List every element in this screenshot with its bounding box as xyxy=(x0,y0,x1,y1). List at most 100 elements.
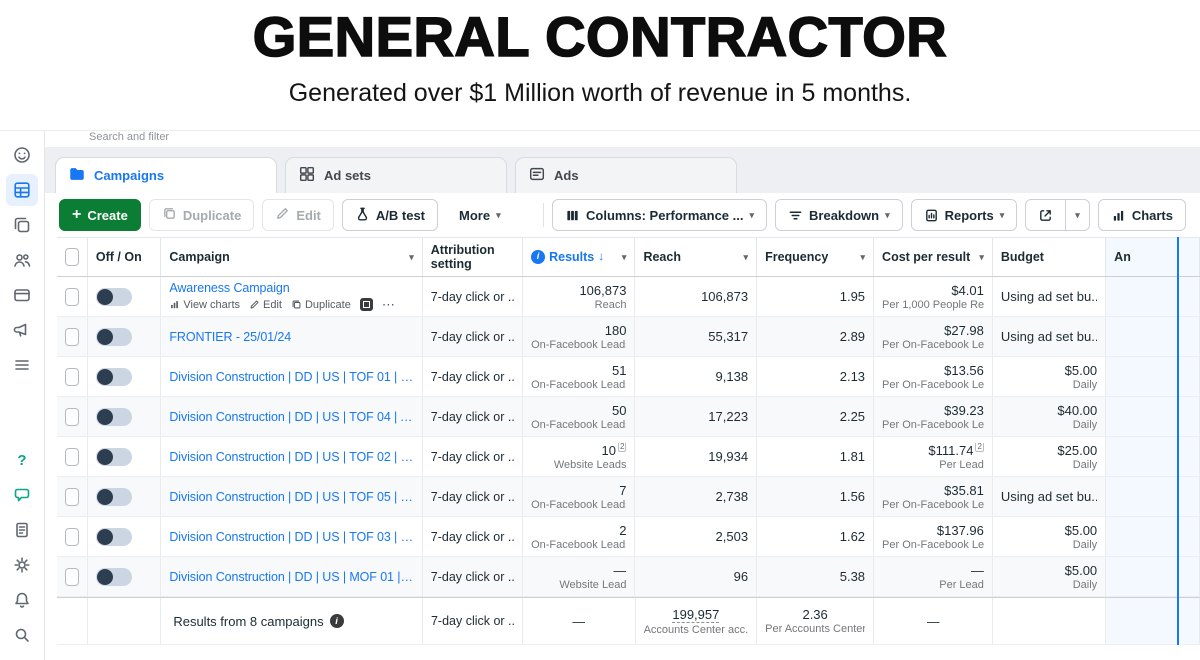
column-resize-indicator[interactable] xyxy=(1177,237,1179,645)
header-cost-per-result[interactable]: Cost per result ▾ xyxy=(874,238,993,276)
chevron-down-icon[interactable]: ▾ xyxy=(860,251,866,262)
attribution-cell: 7-day click or ... xyxy=(423,317,524,356)
table-row[interactable]: Awareness Campaign View charts Edit Dupl… xyxy=(57,277,1200,317)
search-icon[interactable] xyxy=(6,619,38,651)
header-attribution[interactable]: Attribution setting xyxy=(423,238,524,276)
ab-test-button[interactable]: A/B test xyxy=(341,199,439,231)
campaign-link[interactable]: Division Construction | DD | US | TOF 05… xyxy=(169,489,414,504)
budget-cell: Using ad set bu... xyxy=(993,277,1107,316)
results-note: 2 xyxy=(618,442,627,453)
results-cell: 2 On-Facebook Leads xyxy=(523,517,636,556)
chevron-down-icon: ▾ xyxy=(1075,209,1080,220)
audiences-icon[interactable] xyxy=(6,244,38,276)
table-row[interactable]: Division Construction | DD | US | MOF 01… xyxy=(57,557,1200,597)
charts-button[interactable]: Charts xyxy=(1097,199,1186,231)
breakdown-button[interactable]: Breakdown ▾ xyxy=(775,199,903,231)
chevron-down-icon[interactable]: ▾ xyxy=(621,251,627,262)
tab-ads[interactable]: Ads xyxy=(515,157,737,193)
campaign-cell: Division Construction | DD | US | TOF 03… xyxy=(161,517,423,556)
campaign-link[interactable]: FRONTIER - 25/01/24 xyxy=(169,329,292,344)
edit-action[interactable]: Edit xyxy=(249,299,282,311)
header-toggle[interactable]: Off / On xyxy=(88,238,162,276)
billing-icon[interactable] xyxy=(6,279,38,311)
export-button[interactable] xyxy=(1025,199,1067,231)
row-checkbox[interactable] xyxy=(65,327,79,346)
promote-megaphone-icon[interactable] xyxy=(6,314,38,346)
frequency-cell: 2.25 xyxy=(757,397,875,436)
header-campaign[interactable]: Campaign ▾ xyxy=(161,238,423,276)
campaigns-nav-icon[interactable] xyxy=(6,174,38,206)
table-row[interactable]: Division Construction | DD | US | TOF 05… xyxy=(57,477,1200,517)
row-checkbox[interactable] xyxy=(65,447,79,466)
campaign-toggle[interactable] xyxy=(95,527,132,546)
results-cell: 51 On-Facebook Leads xyxy=(523,357,636,396)
more-options-icon[interactable]: ⋯ xyxy=(381,296,396,312)
row-checkbox[interactable] xyxy=(65,367,79,386)
campaign-link[interactable]: Division Construction | DD | US | TOF 02… xyxy=(169,449,414,464)
table-row[interactable]: Division Construction | DD | US | TOF 04… xyxy=(57,397,1200,437)
sort-descending-icon[interactable]: ↓ xyxy=(598,249,605,264)
row-checkbox[interactable] xyxy=(65,487,79,506)
pages-icon[interactable] xyxy=(6,209,38,241)
more-button[interactable]: More ▾ xyxy=(446,199,514,231)
pin-board-icon[interactable] xyxy=(359,298,373,311)
campaign-toggle[interactable] xyxy=(95,487,132,506)
tab-campaigns[interactable]: Campaigns xyxy=(55,157,277,193)
help-icon[interactable]: ? xyxy=(17,451,27,469)
header-results[interactable]: i Results ↓ ▾ xyxy=(523,238,636,276)
row-toggle-cell xyxy=(88,517,162,556)
view-charts-action[interactable]: View charts xyxy=(169,299,240,311)
campaigns-folder-icon xyxy=(68,165,86,186)
header-frequency[interactable]: Frequency ▾ xyxy=(757,238,875,276)
campaign-cell: Division Construction | DD | US | MOF 01… xyxy=(161,557,423,596)
edit-button[interactable]: Edit xyxy=(262,199,334,231)
row-checkbox[interactable] xyxy=(65,567,79,586)
table-row[interactable]: Division Construction | DD | US | TOF 02… xyxy=(57,437,1200,477)
campaign-link[interactable]: Division Construction | DD | US | MOF 01… xyxy=(169,569,414,584)
campaign-link[interactable]: Division Construction | DD | US | TOF 03… xyxy=(169,529,414,544)
chevron-down-icon[interactable]: ▾ xyxy=(979,251,984,262)
results-cell: 50 On-Facebook Leads xyxy=(523,397,636,436)
export-dropdown-button[interactable]: ▾ xyxy=(1065,199,1090,231)
campaign-toggle[interactable] xyxy=(95,567,132,586)
reports-button[interactable]: Reports ▾ xyxy=(910,199,1018,231)
campaign-link[interactable]: Awareness Campaign xyxy=(169,280,290,295)
notes-icon[interactable] xyxy=(6,514,38,546)
row-checkbox[interactable] xyxy=(65,527,79,546)
support-chat-icon[interactable] xyxy=(6,479,38,511)
campaign-link[interactable]: Division Construction | DD | US | TOF 01… xyxy=(169,369,414,384)
table-row[interactable]: Division Construction | DD | US | TOF 03… xyxy=(57,517,1200,557)
duplicate-button[interactable]: Duplicate xyxy=(148,199,255,231)
campaign-toggle[interactable] xyxy=(95,287,132,306)
campaign-link[interactable]: Division Construction | DD | US | TOF 04… xyxy=(169,409,414,424)
header-amount[interactable]: An xyxy=(1106,238,1200,276)
menu-icon[interactable] xyxy=(6,349,38,381)
info-icon[interactable]: i xyxy=(531,250,546,264)
chevron-down-icon[interactable]: ▾ xyxy=(409,251,414,262)
header-budget[interactable]: Budget xyxy=(993,238,1107,276)
tab-adsets[interactable]: Ad sets xyxy=(285,157,507,193)
duplicate-action[interactable]: Duplicate xyxy=(291,299,351,311)
campaign-toggle[interactable] xyxy=(95,447,132,466)
header-reach[interactable]: Reach ▾ xyxy=(635,238,758,276)
row-check-cell xyxy=(57,517,88,556)
row-checkbox[interactable] xyxy=(65,287,79,306)
tab-ads-label: Ads xyxy=(554,168,579,183)
notifications-bell-icon[interactable] xyxy=(6,584,38,616)
search-and-filter-input[interactable]: Search and filter xyxy=(89,131,170,143)
chevron-down-icon[interactable]: ▾ xyxy=(743,251,749,262)
campaign-toggle[interactable] xyxy=(95,367,132,386)
row-checkbox[interactable] xyxy=(65,407,79,426)
campaign-toggle[interactable] xyxy=(95,407,132,426)
hero-banner: GENERAL CONTRACTOR Generated over $1 Mil… xyxy=(0,0,1200,130)
settings-gear-icon[interactable] xyxy=(6,549,38,581)
select-all-checkbox[interactable] xyxy=(65,248,79,266)
table-row[interactable]: Division Construction | DD | US | TOF 01… xyxy=(57,357,1200,397)
table-row[interactable]: FRONTIER - 25/01/24 7-day click or ... 1… xyxy=(57,317,1200,357)
create-button[interactable]: + Create xyxy=(59,199,141,231)
info-icon[interactable]: i xyxy=(329,614,344,628)
account-overview-icon[interactable] xyxy=(6,139,38,171)
footer-toggle-cell xyxy=(88,598,162,644)
columns-button[interactable]: Columns: Performance ... ▾ xyxy=(552,199,768,231)
campaign-toggle[interactable] xyxy=(95,327,132,346)
